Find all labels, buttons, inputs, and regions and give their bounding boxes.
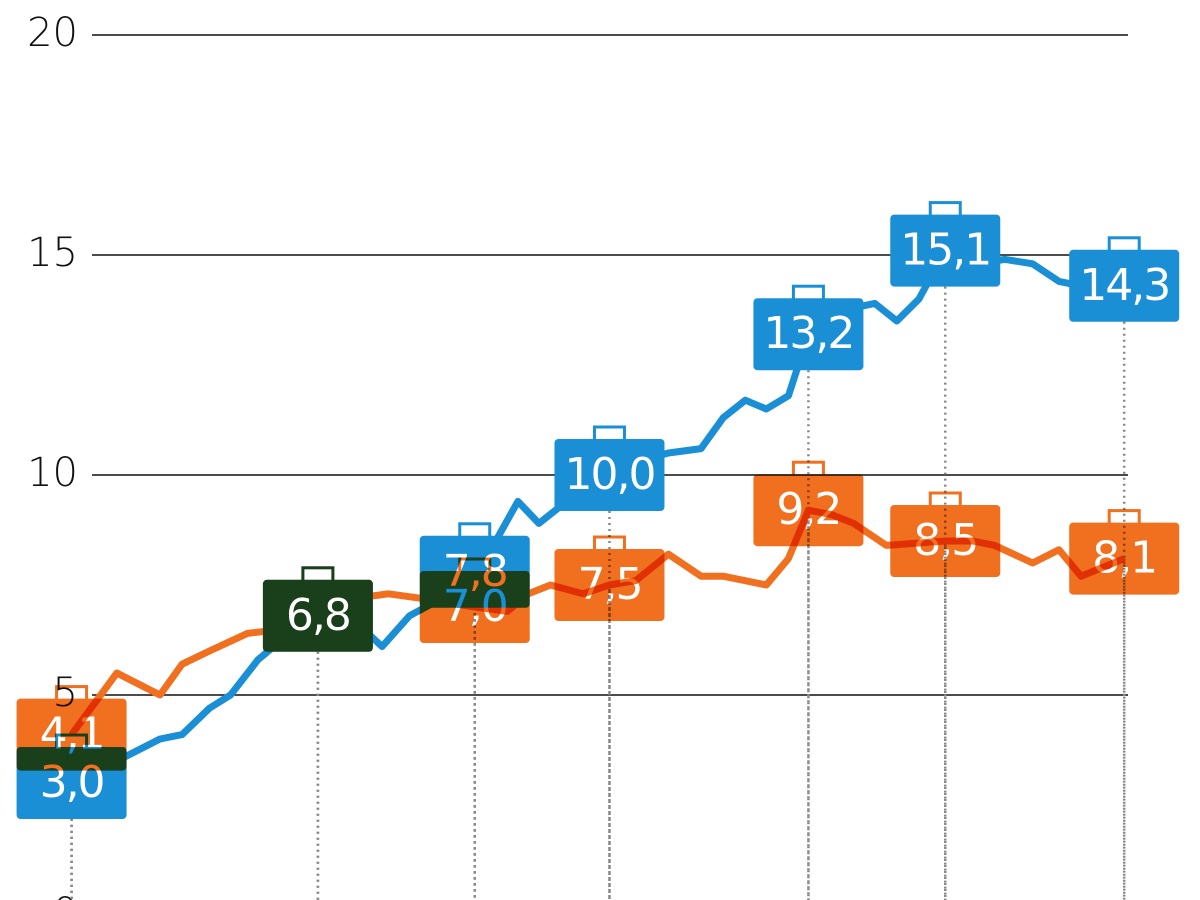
data-label: 7,0 [443, 581, 507, 632]
briefcase-handle [592, 535, 626, 553]
briefcase: 15,1 [890, 201, 1001, 287]
briefcase: 14,3 [1069, 236, 1180, 322]
data-label: 6,8 [286, 590, 350, 641]
briefcase-handle [458, 522, 492, 540]
briefcase: 8,1 [1069, 509, 1180, 595]
briefcase-box [1069, 249, 1180, 322]
briefcase: 6,8 [262, 566, 373, 652]
y-tick-label: 15 [27, 230, 78, 276]
briefcase: 7,5 [554, 535, 665, 621]
briefcase-handle [1107, 236, 1141, 254]
briefcase-handle [928, 491, 962, 509]
briefcase: 7,0 [419, 557, 530, 643]
data-label: 4,1 [40, 709, 104, 760]
briefcase: 4,1 [16, 685, 127, 771]
briefcase-box [753, 298, 864, 371]
briefcase-handle [301, 566, 335, 584]
briefcase-box [554, 549, 665, 621]
briefcase-box [753, 474, 864, 547]
briefcase-handle [791, 284, 825, 302]
data-label: 10,0 [564, 449, 654, 500]
y-tick-label: 0 [53, 890, 78, 900]
briefcase: 9,2 [753, 460, 864, 547]
data-label: 15,1 [900, 225, 990, 276]
briefcase: 13,2 [753, 284, 864, 371]
grid: 05101520 [27, 10, 1128, 900]
briefcase-handle [592, 425, 626, 443]
briefcase-handle [458, 557, 492, 575]
data-label: 8,5 [913, 515, 977, 566]
briefcase-handle [55, 685, 89, 703]
data-label: 14,3 [1079, 260, 1169, 311]
y-tick-label: 10 [27, 450, 78, 496]
briefcase-box [16, 698, 127, 771]
data-label: 13,2 [763, 308, 853, 359]
briefcase: 8,5 [890, 491, 1001, 577]
briefcase: 10,0 [554, 425, 665, 511]
briefcase-box [419, 571, 530, 643]
data-label: 7,5 [577, 559, 641, 610]
briefcase-box [1069, 522, 1180, 595]
briefcase-box [890, 214, 1001, 287]
briefcase-handle [791, 460, 825, 478]
data-label: 9,2 [776, 484, 840, 535]
y-tick-label: 20 [27, 10, 78, 56]
data-label: 8,1 [1092, 533, 1156, 584]
briefcase-handle [928, 201, 962, 219]
briefcase-box [554, 439, 665, 511]
labels: 3,06,87,810,013,215,114,34,16,87,07,59,2… [16, 201, 1180, 819]
briefcase-box [262, 579, 373, 652]
briefcase-handle [1107, 509, 1141, 527]
briefcase-box [890, 505, 1001, 577]
